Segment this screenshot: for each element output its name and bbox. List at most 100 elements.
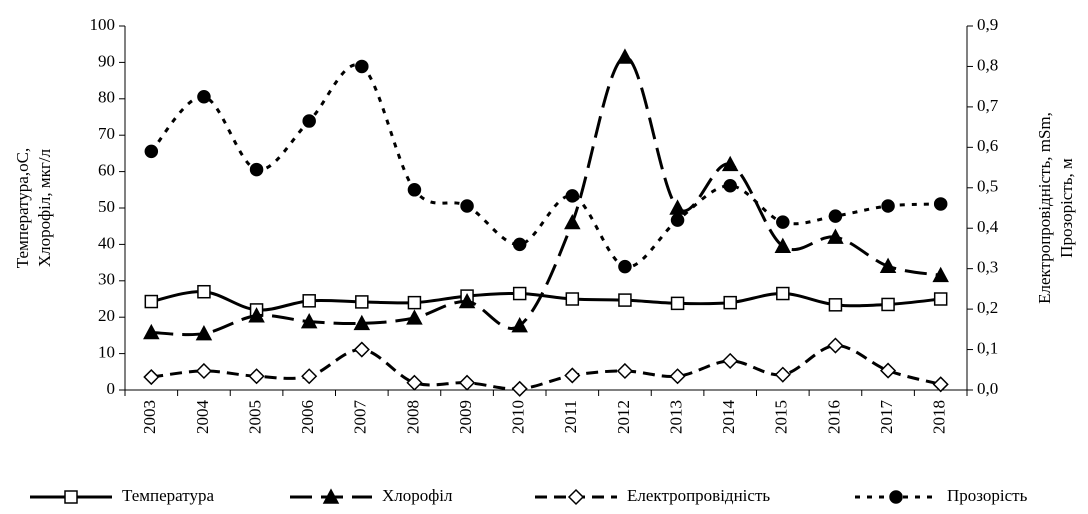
marker bbox=[669, 368, 686, 385]
marker bbox=[564, 367, 581, 384]
marker bbox=[669, 199, 686, 215]
marker bbox=[723, 295, 737, 310]
y-tick-label: 70 bbox=[98, 124, 115, 143]
marker bbox=[721, 155, 739, 172]
marker bbox=[879, 257, 897, 273]
x-tick-label: 2004 bbox=[193, 400, 212, 435]
y-tick-label: 100 bbox=[90, 15, 116, 34]
y2-tick-label: 0,1 bbox=[977, 338, 998, 357]
y2-axis-label: Електропровідність, mSm, bbox=[1035, 112, 1054, 304]
x-tick-label: 2007 bbox=[351, 400, 370, 435]
marker bbox=[932, 266, 949, 283]
y-axis-label: Хлорофіл, мкг/л bbox=[35, 148, 54, 267]
marker bbox=[881, 297, 895, 312]
marker bbox=[776, 215, 790, 229]
marker bbox=[407, 295, 422, 310]
x-tick-label: 2005 bbox=[245, 400, 264, 434]
marker bbox=[567, 488, 585, 506]
marker bbox=[670, 296, 685, 311]
y2-tick-label: 0,7 bbox=[977, 96, 999, 115]
marker bbox=[828, 298, 843, 312]
marker bbox=[616, 362, 633, 380]
marker bbox=[302, 294, 316, 308]
x-tick-label: 2015 bbox=[772, 400, 791, 434]
marker bbox=[827, 337, 844, 354]
marker bbox=[565, 292, 580, 306]
marker bbox=[512, 286, 527, 301]
marker bbox=[618, 259, 632, 274]
marker bbox=[774, 366, 791, 383]
marker bbox=[143, 368, 160, 386]
marker bbox=[195, 324, 213, 341]
marker bbox=[143, 323, 160, 340]
marker bbox=[458, 292, 476, 309]
x-tick-label: 2011 bbox=[561, 400, 580, 433]
marker bbox=[197, 284, 211, 299]
marker bbox=[880, 362, 897, 379]
marker bbox=[776, 286, 790, 301]
marker bbox=[64, 490, 78, 504]
y-tick-label: 40 bbox=[98, 233, 115, 252]
y-tick-label: 50 bbox=[98, 197, 115, 216]
x-tick-label: 2009 bbox=[456, 400, 475, 434]
marker bbox=[670, 213, 685, 227]
marker bbox=[460, 199, 474, 213]
marker bbox=[406, 309, 423, 325]
marker bbox=[881, 199, 895, 213]
marker bbox=[932, 376, 949, 393]
marker bbox=[827, 228, 844, 244]
marker bbox=[353, 341, 370, 358]
marker bbox=[302, 114, 316, 128]
series-line bbox=[151, 55, 941, 337]
x-tick-label: 2016 bbox=[824, 400, 843, 434]
x-tick-label: 2006 bbox=[298, 400, 317, 434]
marker bbox=[459, 374, 476, 391]
marker bbox=[722, 352, 739, 369]
marker bbox=[195, 362, 212, 380]
marker bbox=[889, 490, 903, 504]
legend-label: Температура bbox=[122, 486, 214, 505]
marker bbox=[249, 162, 264, 177]
x-tick-label: 2010 bbox=[509, 400, 528, 434]
marker bbox=[355, 59, 369, 74]
marker bbox=[723, 179, 737, 193]
y-tick-label: 80 bbox=[98, 88, 115, 107]
x-tick-label: 2013 bbox=[666, 400, 685, 434]
y-tick-label: 90 bbox=[98, 51, 115, 70]
y2-tick-label: 0,5 bbox=[977, 177, 998, 196]
marker bbox=[355, 295, 369, 309]
marker bbox=[565, 189, 580, 203]
marker bbox=[774, 237, 792, 253]
x-tick-label: 2017 bbox=[877, 400, 896, 435]
legend-label: Електропровідність bbox=[627, 486, 770, 505]
y2-tick-label: 0,9 bbox=[977, 15, 998, 34]
y2-tick-label: 0,4 bbox=[977, 217, 999, 236]
marker bbox=[197, 90, 211, 104]
y-tick-label: 20 bbox=[98, 306, 115, 325]
marker bbox=[406, 374, 423, 391]
y-tick-label: 30 bbox=[98, 270, 115, 289]
marker bbox=[618, 293, 632, 307]
y2-tick-label: 0,2 bbox=[977, 298, 998, 317]
y2-tick-label: 0,8 bbox=[977, 55, 998, 74]
marker bbox=[353, 314, 371, 331]
marker bbox=[301, 368, 318, 385]
marker bbox=[322, 488, 340, 504]
y-tick-label: 60 bbox=[98, 161, 115, 180]
marker bbox=[616, 48, 634, 64]
x-tick-label: 2018 bbox=[930, 400, 949, 434]
marker bbox=[144, 144, 159, 159]
marker bbox=[248, 307, 265, 323]
y2-tick-label: 0,0 bbox=[977, 379, 998, 398]
y-tick-label: 10 bbox=[98, 343, 115, 362]
legend-label: Прозорість bbox=[947, 486, 1028, 505]
marker bbox=[933, 197, 948, 211]
y2-tick-label: 0,6 bbox=[977, 136, 998, 155]
x-tick-label: 2014 bbox=[719, 400, 738, 435]
y-axis-label: Температура,оС, bbox=[13, 148, 32, 268]
x-tick-label: 2008 bbox=[403, 400, 422, 434]
marker bbox=[144, 294, 159, 309]
y2-tick-label: 0,3 bbox=[977, 258, 998, 277]
marker bbox=[511, 380, 528, 397]
